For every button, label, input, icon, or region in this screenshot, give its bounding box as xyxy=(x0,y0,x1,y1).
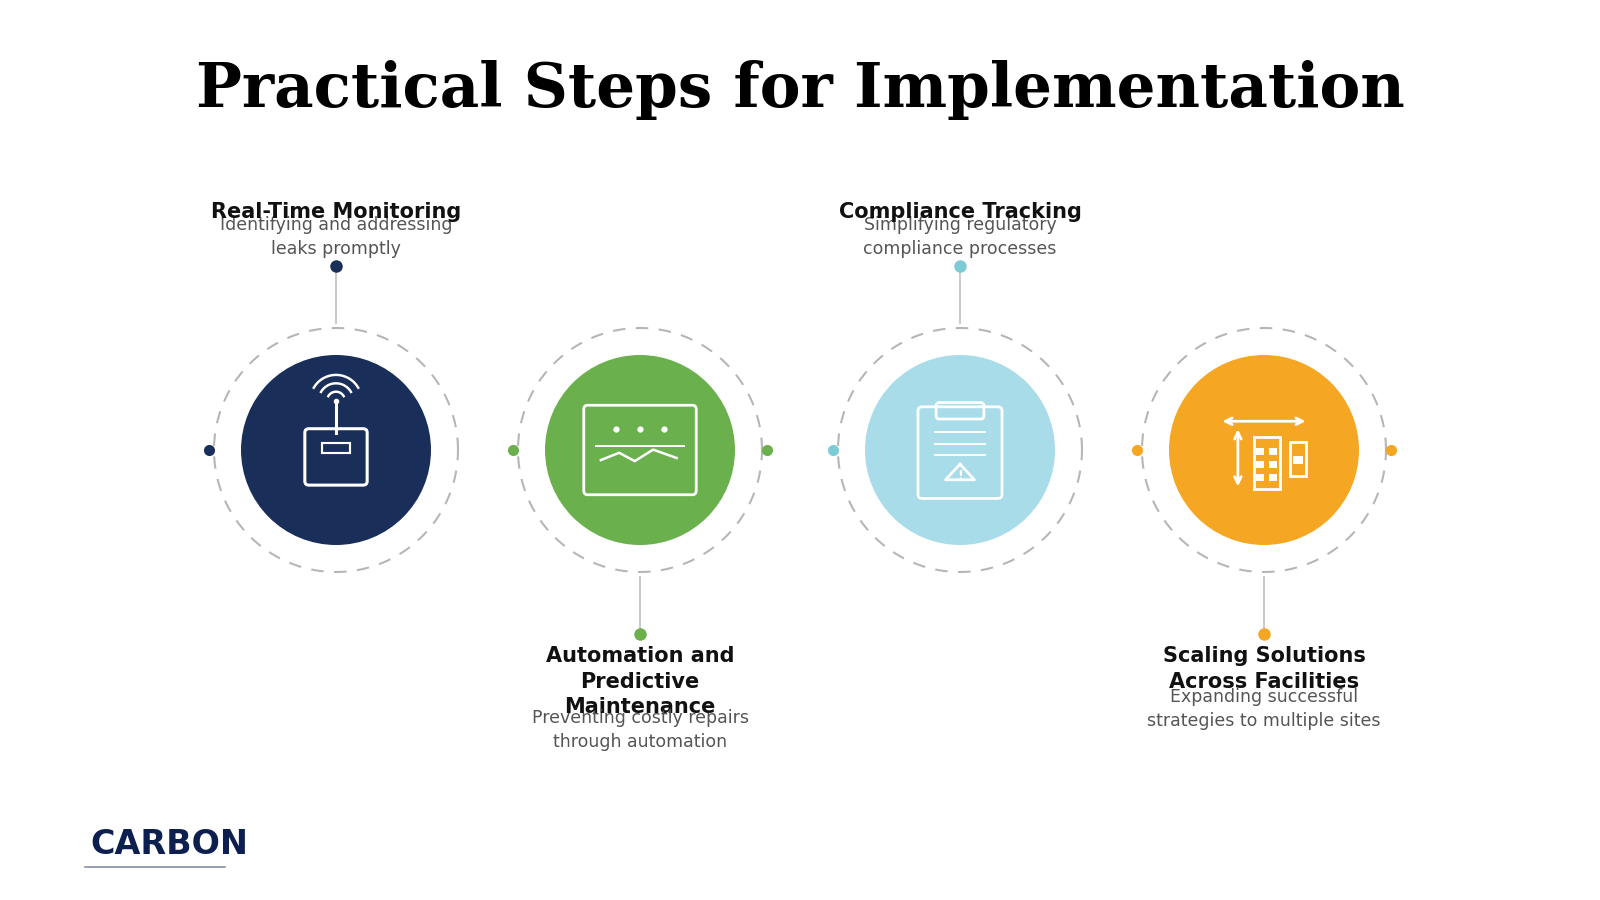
Text: Practical Steps for Implementation: Practical Steps for Implementation xyxy=(195,60,1405,120)
Bar xyxy=(1269,448,1277,455)
Text: Compliance Tracking: Compliance Tracking xyxy=(838,202,1082,222)
Text: Simplifying regulatory
compliance processes: Simplifying regulatory compliance proces… xyxy=(864,216,1056,258)
Circle shape xyxy=(1170,355,1358,545)
Bar xyxy=(1293,456,1302,464)
Text: Preventing costly repairs
through automation: Preventing costly repairs through automa… xyxy=(531,709,749,752)
Text: Identifying and addressing
leaks promptly: Identifying and addressing leaks promptl… xyxy=(219,216,453,258)
Circle shape xyxy=(242,355,430,545)
Circle shape xyxy=(866,355,1054,545)
Bar xyxy=(1269,461,1277,468)
Text: Real-Time Monitoring: Real-Time Monitoring xyxy=(211,202,461,222)
Text: Automation and
Predictive
Maintenance: Automation and Predictive Maintenance xyxy=(546,646,734,717)
Bar xyxy=(1256,474,1264,482)
Text: Scaling Solutions
Across Facilities: Scaling Solutions Across Facilities xyxy=(1163,646,1365,691)
Bar xyxy=(1256,448,1264,455)
Bar xyxy=(323,443,349,453)
Text: Expanding successful
strategies to multiple sites: Expanding successful strategies to multi… xyxy=(1147,688,1381,730)
Text: CARBON: CARBON xyxy=(90,829,248,861)
Bar xyxy=(1256,461,1264,468)
Text: !: ! xyxy=(957,470,963,482)
Bar xyxy=(1290,442,1306,476)
Bar xyxy=(1253,436,1280,490)
Bar xyxy=(1269,474,1277,482)
Circle shape xyxy=(546,355,734,545)
